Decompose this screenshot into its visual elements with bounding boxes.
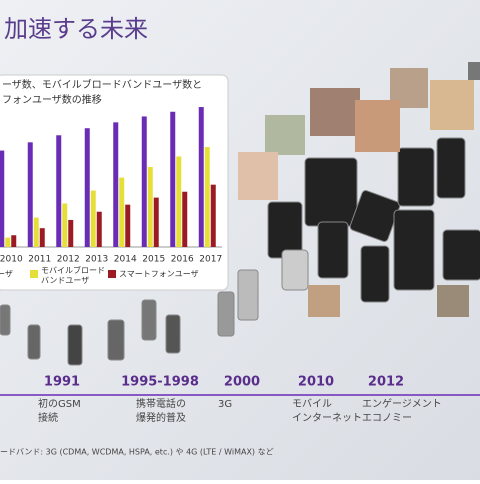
bar	[96, 211, 102, 247]
bar	[141, 116, 147, 248]
timeline-year: 2010	[298, 375, 334, 390]
bar	[125, 204, 131, 247]
x-tick-label: 2012	[57, 255, 80, 265]
bar	[204, 147, 210, 247]
bar	[11, 235, 17, 247]
x-tick-label: 2016	[171, 255, 194, 265]
bar	[0, 150, 5, 247]
timeline-year: 2000	[224, 375, 260, 390]
bar	[210, 184, 216, 247]
legend-label: モバイルブロードバンドユーザ	[41, 265, 105, 285]
timeline-label: 爆発的普及	[136, 411, 186, 424]
bar	[147, 167, 153, 247]
x-tick-label: 2013	[85, 255, 108, 265]
slide-title: 加速する未来	[4, 15, 148, 43]
timeline-label: 接続	[38, 411, 58, 424]
bar	[39, 228, 45, 247]
bar	[62, 203, 68, 247]
timeline-label: モバイル	[292, 398, 332, 410]
x-tick-label: 2015	[142, 255, 165, 265]
timeline-label: 初のGSM	[38, 397, 81, 410]
timeline-label: 3G	[218, 399, 232, 410]
bar	[198, 107, 204, 247]
x-tick-label: 2017	[199, 255, 222, 265]
bar	[90, 190, 96, 247]
timeline-year: 1991	[44, 375, 80, 390]
x-tick-label: 2014	[114, 255, 137, 265]
bar	[27, 142, 33, 247]
footnote: ードバンド: 3G (CDMA, WCDMA, HSPA, etc.) や 4G…	[0, 448, 274, 457]
bar	[170, 111, 176, 247]
photos	[238, 62, 480, 317]
timeline-year: 1995-1998	[121, 375, 199, 390]
x-tick-label: 2010	[0, 255, 23, 265]
bar	[119, 177, 125, 247]
timeline-year: 2012	[368, 375, 404, 390]
bar	[182, 191, 188, 247]
bar	[153, 197, 159, 247]
bar	[113, 122, 119, 247]
timeline-label: エンゲージメント	[362, 398, 442, 410]
bar	[176, 156, 182, 247]
legend-swatch	[108, 270, 116, 278]
legend-swatch	[30, 270, 38, 278]
legend-label: スマートフォンユーザ	[119, 270, 199, 279]
bar	[33, 217, 39, 247]
timeline-label: 携帯電話の	[136, 397, 186, 410]
bar	[84, 128, 90, 247]
timeline-label: インターネット	[292, 412, 362, 424]
x-tick-label: 2011	[28, 255, 51, 265]
bar	[56, 135, 62, 247]
bar	[68, 219, 74, 247]
legend-label: ーザ	[0, 270, 13, 279]
chart-title: フォンユーザ数の推移	[2, 93, 102, 106]
timeline-label: エコノミー	[362, 413, 412, 424]
bar	[5, 237, 11, 247]
chart-title: ーザ数、モバイルブロードバンドユーザ数と	[2, 78, 202, 91]
phones	[0, 137, 480, 366]
